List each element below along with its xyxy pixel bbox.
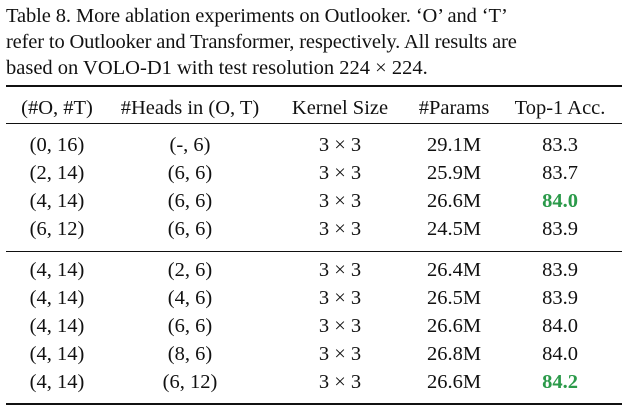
table-row: (6, 12) (6, 6) 3 × 3 24.5M 83.9 [0, 215, 631, 243]
cell-params: 25.9M [426, 162, 482, 184]
cell-params: 26.8M [426, 343, 482, 365]
cell-kernel-size: 3 × 3 [318, 259, 362, 281]
table-row: (4, 14) (6, 6) 3 × 3 26.6M 84.0 [0, 312, 631, 340]
table-row: (4, 14) (2, 6) 3 × 3 26.4M 83.9 [0, 256, 631, 284]
cell-params: 26.4M [426, 259, 482, 281]
cell-o-t: (0, 16) [29, 134, 85, 156]
cell-top1-acc: 83.9 [542, 218, 578, 240]
header-heads: #Heads in (O, T) [120, 97, 260, 119]
cell-heads: (4, 6) [167, 287, 213, 309]
table-top-rule [6, 85, 622, 87]
table-header-row: (#O, #T) #Heads in (O, T) Kernel Size #P… [0, 94, 631, 122]
cell-o-t: (2, 14) [29, 162, 85, 184]
header-params: #Params [418, 97, 490, 119]
header-kernel-size: Kernel Size [291, 97, 389, 119]
cell-top1-acc: 84.0 [542, 343, 578, 365]
cell-heads: (6, 6) [167, 190, 213, 212]
cell-top1-acc: 83.9 [542, 259, 578, 281]
cell-heads: (8, 6) [167, 343, 213, 365]
caption-line-1: Table 8. More ablation experiments on Ou… [6, 5, 508, 27]
cell-top1-acc: 83.9 [542, 287, 578, 309]
cell-kernel-size: 3 × 3 [318, 190, 362, 212]
cell-top1-acc: 83.3 [542, 134, 578, 156]
cell-params: 29.1M [426, 134, 482, 156]
cell-params: 24.5M [426, 218, 482, 240]
cell-params: 26.6M [426, 371, 482, 393]
cell-heads: (6, 6) [167, 315, 213, 337]
table-caption: Table 8. More ablation experiments on Ou… [6, 3, 626, 81]
table-bottom-rule [6, 403, 622, 405]
cell-kernel-size: 3 × 3 [318, 134, 362, 156]
cell-kernel-size: 3 × 3 [318, 162, 362, 184]
cell-heads: (-, 6) [169, 134, 211, 156]
table-row: (2, 14) (6, 6) 3 × 3 25.9M 83.7 [0, 159, 631, 187]
cell-top1-acc: 83.7 [542, 162, 578, 184]
cell-heads: (6, 12) [162, 371, 218, 393]
table-row: (4, 14) (6, 6) 3 × 3 26.6M 84.0 [0, 187, 631, 215]
header-top1-acc: Top-1 Acc. [514, 97, 606, 119]
cell-o-t: (4, 14) [29, 343, 85, 365]
table-header-rule [6, 123, 622, 124]
cell-o-t: (4, 14) [29, 371, 85, 393]
cell-top1-acc-best: 84.0 [542, 190, 578, 212]
cell-o-t: (4, 14) [29, 287, 85, 309]
header-o-t: (#O, #T) [21, 97, 93, 119]
cell-top1-acc-best: 84.2 [542, 371, 578, 393]
cell-heads: (6, 6) [167, 162, 213, 184]
cell-o-t: (4, 14) [29, 259, 85, 281]
cell-params: 26.6M [426, 315, 482, 337]
cell-kernel-size: 3 × 3 [318, 343, 362, 365]
table-row: (0, 16) (-, 6) 3 × 3 29.1M 83.3 [0, 131, 631, 159]
cell-o-t: (4, 14) [29, 190, 85, 212]
cell-top1-acc: 84.0 [542, 315, 578, 337]
cell-params: 26.5M [426, 287, 482, 309]
cell-heads: (6, 6) [167, 218, 213, 240]
cell-kernel-size: 3 × 3 [318, 287, 362, 309]
cell-o-t: (4, 14) [29, 315, 85, 337]
cell-kernel-size: 3 × 3 [318, 218, 362, 240]
cell-params: 26.6M [426, 190, 482, 212]
caption-line-2: refer to Outlooker and Transformer, resp… [6, 31, 517, 53]
table-row: (4, 14) (6, 12) 3 × 3 26.6M 84.2 [0, 368, 631, 396]
table-row: (4, 14) (8, 6) 3 × 3 26.8M 84.0 [0, 340, 631, 368]
table-row: (4, 14) (4, 6) 3 × 3 26.5M 83.9 [0, 284, 631, 312]
cell-kernel-size: 3 × 3 [318, 371, 362, 393]
caption-line-3: based on VOLO-D1 with test resolution 22… [6, 57, 428, 79]
cell-o-t: (6, 12) [29, 218, 85, 240]
cell-heads: (2, 6) [167, 259, 213, 281]
table-group-rule [6, 251, 622, 252]
cell-kernel-size: 3 × 3 [318, 315, 362, 337]
